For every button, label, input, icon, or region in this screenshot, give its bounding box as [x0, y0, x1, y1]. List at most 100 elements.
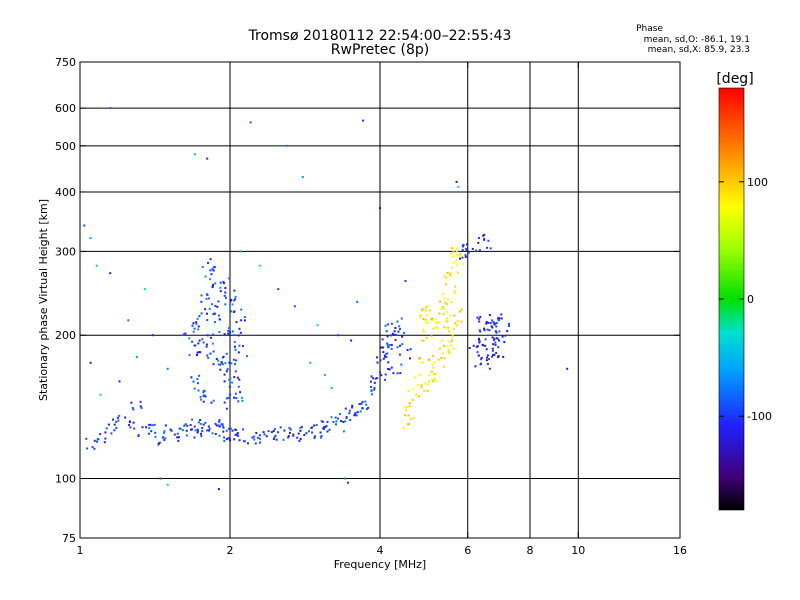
data-point — [179, 428, 182, 430]
data-point — [238, 327, 241, 330]
data-point — [422, 318, 425, 320]
data-point — [452, 347, 455, 350]
data-point — [223, 380, 226, 383]
data-point — [198, 315, 201, 318]
data-point — [200, 435, 203, 437]
data-point — [409, 348, 412, 351]
data-point — [491, 347, 494, 350]
data-point — [209, 258, 212, 261]
data-point — [390, 334, 392, 337]
data-point — [455, 259, 458, 262]
data-point — [205, 345, 208, 348]
data-point — [497, 317, 499, 320]
data-point — [376, 361, 379, 364]
colorbar-tick-label: 100 — [747, 176, 768, 189]
data-point — [433, 378, 436, 380]
data-point — [494, 344, 497, 346]
data-point — [214, 304, 217, 307]
data-point — [446, 303, 448, 306]
data-point — [442, 344, 445, 347]
data-point — [206, 312, 208, 315]
data-point — [265, 435, 268, 438]
data-point — [478, 341, 481, 344]
data-point — [411, 399, 414, 401]
data-point — [425, 306, 428, 309]
data-point — [282, 438, 285, 441]
data-point — [227, 330, 230, 332]
data-point — [225, 438, 228, 441]
data-point — [369, 380, 372, 383]
data-point — [89, 237, 92, 240]
data-point — [426, 383, 429, 386]
data-point — [475, 345, 478, 348]
data-point — [214, 321, 216, 324]
data-point — [183, 424, 186, 427]
data-point — [326, 430, 329, 433]
data-point — [247, 442, 249, 445]
data-point — [379, 207, 381, 210]
data-point — [117, 419, 120, 422]
data-point — [225, 296, 227, 299]
data-point — [164, 424, 167, 427]
data-point — [437, 358, 440, 361]
data-point — [163, 439, 166, 441]
data-point — [501, 335, 504, 338]
data-point — [214, 433, 217, 435]
data-point — [224, 362, 227, 365]
data-point — [164, 437, 167, 440]
data-point — [229, 300, 232, 303]
data-point — [241, 399, 244, 402]
data-point — [237, 434, 240, 437]
data-point — [434, 318, 437, 321]
data-point — [399, 344, 401, 347]
data-point — [217, 363, 220, 366]
data-point — [461, 249, 464, 251]
x-tick-label: 1 — [77, 544, 84, 557]
data-point — [385, 352, 388, 355]
data-point — [486, 354, 489, 357]
chart-title: Tromsø 20180112 22:54:00–22:55:43 — [248, 28, 512, 44]
data-point — [201, 265, 204, 268]
data-point — [483, 233, 486, 236]
data-point — [376, 356, 378, 359]
data-point — [118, 380, 121, 383]
data-point — [293, 305, 296, 308]
data-point — [494, 341, 497, 344]
data-point — [480, 356, 483, 359]
data-point — [231, 381, 233, 384]
data-point — [235, 428, 238, 431]
data-point — [228, 327, 230, 330]
data-point — [273, 428, 276, 430]
data-point — [239, 250, 242, 253]
data-point — [212, 269, 215, 272]
data-point — [422, 328, 425, 331]
data-point — [218, 434, 221, 437]
plot-axes: 1 2 4 6 8 10 16 75 100 200 300 400 500 600 750 — [55, 56, 687, 557]
data-point — [103, 441, 106, 444]
data-point — [435, 380, 437, 383]
data-point — [330, 416, 333, 419]
data-point — [203, 394, 206, 397]
data-point — [223, 294, 226, 297]
data-point — [93, 447, 96, 450]
data-point — [151, 424, 154, 427]
data-point — [157, 443, 160, 446]
data-point — [362, 119, 365, 122]
data-point — [446, 327, 449, 330]
data-point — [328, 428, 331, 431]
data-point — [196, 431, 199, 434]
data-point — [320, 435, 323, 438]
data-point — [277, 288, 280, 291]
data-point — [275, 438, 278, 441]
data-point — [492, 321, 495, 324]
data-point — [370, 375, 373, 378]
data-point — [313, 435, 316, 438]
data-point — [193, 327, 196, 330]
data-point — [431, 378, 434, 381]
data-point — [218, 331, 221, 333]
data-point — [202, 391, 205, 394]
x-tick-label: 4 — [377, 544, 384, 557]
x-axis-label: Frequency [MHz] — [334, 558, 426, 571]
data-point — [476, 345, 479, 348]
data-point — [431, 319, 434, 322]
